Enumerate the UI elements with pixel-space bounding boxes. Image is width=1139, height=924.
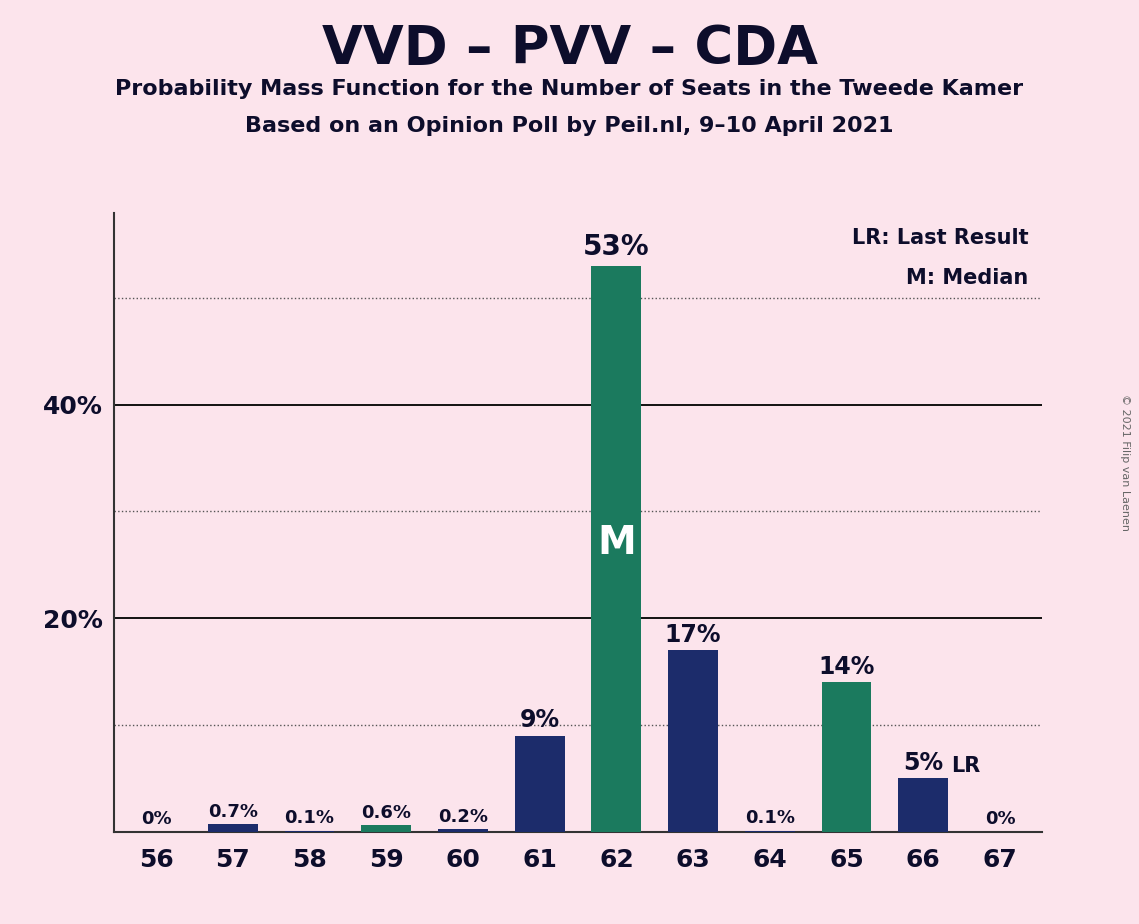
Text: Based on an Opinion Poll by Peil.nl, 9–10 April 2021: Based on an Opinion Poll by Peil.nl, 9–1… bbox=[245, 116, 894, 136]
Text: 53%: 53% bbox=[583, 233, 649, 261]
Bar bbox=[515, 736, 565, 832]
Text: 17%: 17% bbox=[665, 623, 721, 647]
Bar bbox=[208, 824, 257, 832]
Bar bbox=[285, 831, 335, 832]
Bar bbox=[821, 682, 871, 832]
Bar bbox=[591, 266, 641, 832]
Text: 0.7%: 0.7% bbox=[207, 803, 257, 821]
Text: 0%: 0% bbox=[141, 810, 171, 829]
Text: LR: Last Result: LR: Last Result bbox=[852, 228, 1029, 248]
Text: 0.6%: 0.6% bbox=[361, 804, 411, 822]
Text: Probability Mass Function for the Number of Seats in the Tweede Kamer: Probability Mass Function for the Number… bbox=[115, 79, 1024, 99]
Text: 5%: 5% bbox=[903, 751, 943, 775]
Bar bbox=[745, 831, 795, 832]
Bar bbox=[669, 650, 718, 832]
Text: M: Median: M: Median bbox=[906, 268, 1029, 288]
Text: 0.1%: 0.1% bbox=[745, 809, 795, 827]
Text: 0.2%: 0.2% bbox=[439, 808, 487, 826]
Bar bbox=[439, 830, 487, 832]
Text: © 2021 Filip van Laenen: © 2021 Filip van Laenen bbox=[1121, 394, 1130, 530]
Text: 0%: 0% bbox=[985, 810, 1015, 829]
Bar bbox=[361, 825, 411, 832]
Text: 0.1%: 0.1% bbox=[285, 809, 335, 827]
Text: VVD – PVV – CDA: VVD – PVV – CDA bbox=[321, 23, 818, 75]
Text: 9%: 9% bbox=[519, 709, 559, 733]
Text: 14%: 14% bbox=[818, 655, 875, 679]
Bar bbox=[899, 778, 948, 832]
Text: LR: LR bbox=[951, 756, 980, 776]
Text: M: M bbox=[597, 525, 636, 563]
